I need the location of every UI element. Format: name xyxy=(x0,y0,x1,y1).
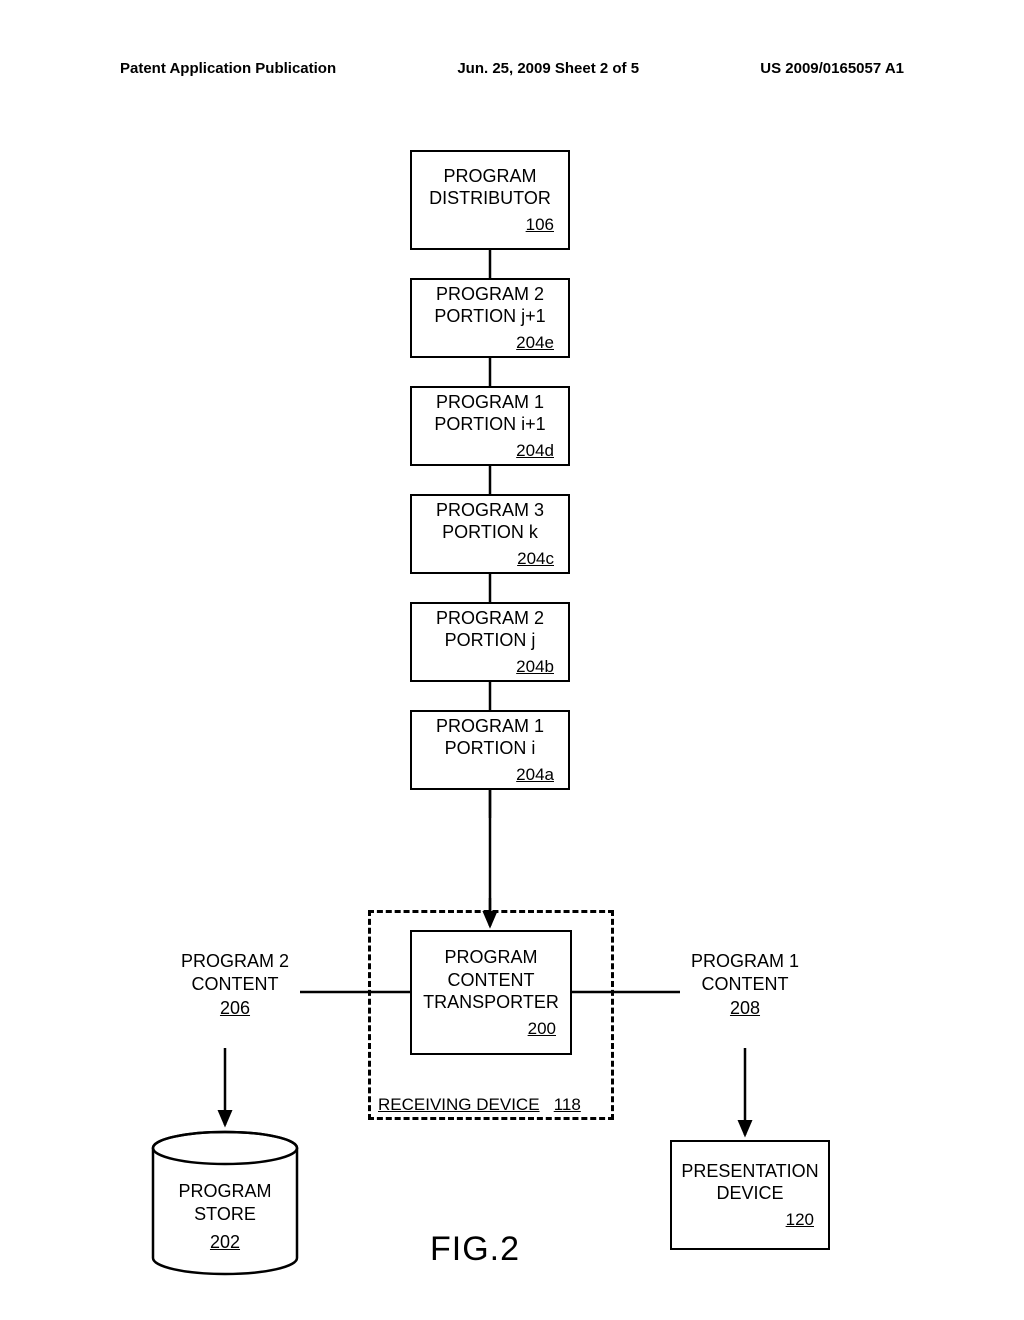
box-transporter: PROGRAM CONTENT TRANSPORTER 200 xyxy=(410,930,572,1055)
pres-line2: DEVICE xyxy=(716,1182,783,1205)
recv-text: RECEIVING DEVICE xyxy=(378,1095,540,1114)
transporter-ref: 200 xyxy=(528,1018,556,1039)
pres-ref: 120 xyxy=(786,1209,814,1230)
204a-line2: PORTION i xyxy=(445,737,536,760)
transporter-line3: TRANSPORTER xyxy=(423,991,559,1014)
distributor-line2: DISTRIBUTOR xyxy=(429,187,551,210)
pres-line1: PRESENTATION xyxy=(681,1160,818,1183)
box-program-distributor: PROGRAM DISTRIBUTOR 106 xyxy=(410,150,570,250)
204d-line1: PROGRAM 1 xyxy=(436,391,544,414)
204d-line2: PORTION i+1 xyxy=(434,413,545,436)
box-204d: PROGRAM 1 PORTION i+1 204d xyxy=(410,386,570,466)
cyl-line2: STORE xyxy=(150,1203,300,1226)
recv-ref: 118 xyxy=(554,1095,581,1114)
204b-ref: 204b xyxy=(516,656,554,677)
label-program1-content: PROGRAM 1 CONTENT 208 xyxy=(680,950,810,1020)
204e-line1: PROGRAM 2 xyxy=(436,283,544,306)
204c-line2: PORTION k xyxy=(442,521,538,544)
header-left: Patent Application Publication xyxy=(120,60,336,77)
page: Patent Application Publication Jun. 25, … xyxy=(0,0,1024,1320)
label-program2-content: PROGRAM 2 CONTENT 206 xyxy=(170,950,300,1020)
transporter-line2: CONTENT xyxy=(448,969,535,992)
box-204e: PROGRAM 2 PORTION j+1 204e xyxy=(410,278,570,358)
cyl-line1: PROGRAM xyxy=(150,1180,300,1203)
c206-line1: PROGRAM 2 xyxy=(170,950,300,973)
c206-line2: CONTENT xyxy=(170,973,300,996)
c208-line1: PROGRAM 1 xyxy=(680,950,810,973)
c208-line2: CONTENT xyxy=(680,973,810,996)
diagram-area: PROGRAM DISTRIBUTOR 106 PROGRAM 2 PORTIO… xyxy=(0,120,1024,1300)
box-204b: PROGRAM 2 PORTION j 204b xyxy=(410,602,570,682)
figure-label: FIG.2 xyxy=(430,1230,520,1269)
204a-line1: PROGRAM 1 xyxy=(436,715,544,738)
204a-ref: 204a xyxy=(516,764,554,785)
box-204a: PROGRAM 1 PORTION i 204a xyxy=(410,710,570,790)
204e-line2: PORTION j+1 xyxy=(434,305,545,328)
cyl-ref: 202 xyxy=(150,1231,300,1254)
header-center: Jun. 25, 2009 Sheet 2 of 5 xyxy=(457,60,639,77)
c206-ref: 206 xyxy=(170,997,300,1020)
204b-line1: PROGRAM 2 xyxy=(436,607,544,630)
receiving-device-label: RECEIVING DEVICE 118 xyxy=(378,1095,581,1115)
distributor-line1: PROGRAM xyxy=(443,165,536,188)
distributor-ref: 106 xyxy=(526,214,554,235)
cylinder-program-store: PROGRAM STORE 202 xyxy=(150,1130,300,1280)
box-presentation-device: PRESENTATION DEVICE 120 xyxy=(670,1140,830,1250)
204e-ref: 204e xyxy=(516,332,554,353)
204c-ref: 204c xyxy=(517,548,554,569)
204d-ref: 204d xyxy=(516,440,554,461)
transporter-line1: PROGRAM xyxy=(444,946,537,969)
c208-ref: 208 xyxy=(680,997,810,1020)
box-204c: PROGRAM 3 PORTION k 204c xyxy=(410,494,570,574)
204b-line2: PORTION j xyxy=(445,629,536,652)
page-header: Patent Application Publication Jun. 25, … xyxy=(120,60,904,77)
header-right: US 2009/0165057 A1 xyxy=(760,60,904,77)
204c-line1: PROGRAM 3 xyxy=(436,499,544,522)
